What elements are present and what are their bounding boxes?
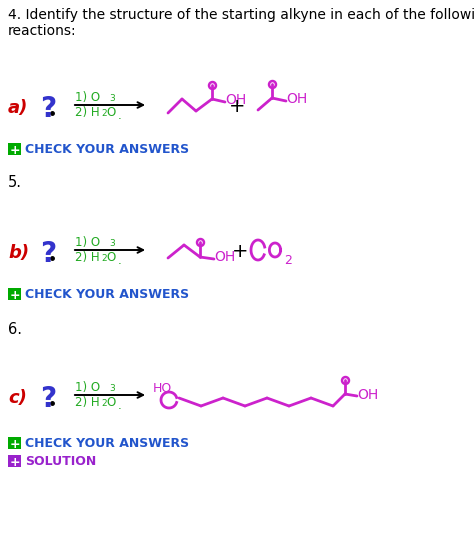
Text: 2) H: 2) H <box>75 396 100 409</box>
Text: 1) O: 1) O <box>75 236 100 249</box>
Text: ?: ? <box>40 385 56 413</box>
Text: a): a) <box>8 99 28 117</box>
Text: OH: OH <box>214 250 235 264</box>
Text: b): b) <box>8 244 29 262</box>
Text: O: O <box>106 396 115 409</box>
Text: 4. Identify the structure of the starting alkyne in each of the following ozonol: 4. Identify the structure of the startin… <box>8 8 474 22</box>
Text: CHECK YOUR ANSWERS: CHECK YOUR ANSWERS <box>25 143 189 156</box>
Text: +: + <box>232 242 248 261</box>
Text: ?: ? <box>40 95 56 123</box>
Text: 5.: 5. <box>8 175 22 190</box>
Text: 3: 3 <box>109 384 115 393</box>
Text: CHECK YOUR ANSWERS: CHECK YOUR ANSWERS <box>25 437 189 450</box>
FancyBboxPatch shape <box>8 288 21 300</box>
Text: 2: 2 <box>101 109 107 118</box>
Text: O: O <box>106 251 115 264</box>
Text: +: + <box>229 97 245 116</box>
Text: 2) H: 2) H <box>75 106 100 119</box>
Text: .: . <box>118 399 122 412</box>
Text: CHECK YOUR ANSWERS: CHECK YOUR ANSWERS <box>25 288 189 301</box>
Text: 3: 3 <box>109 94 115 103</box>
Text: ?: ? <box>40 240 56 268</box>
Text: +: + <box>9 456 20 469</box>
Text: reactions:: reactions: <box>8 24 77 38</box>
Text: 3: 3 <box>109 239 115 248</box>
FancyBboxPatch shape <box>8 455 21 467</box>
Text: 1) O: 1) O <box>75 91 100 104</box>
FancyBboxPatch shape <box>8 143 21 155</box>
Text: 2: 2 <box>101 399 107 408</box>
Text: HO: HO <box>153 382 172 395</box>
Text: .: . <box>118 109 122 122</box>
Text: c): c) <box>8 389 27 407</box>
Text: OH: OH <box>357 388 378 402</box>
Text: .: . <box>118 254 122 267</box>
Text: OH: OH <box>286 92 307 106</box>
Text: 2) H: 2) H <box>75 251 100 264</box>
Text: 1) O: 1) O <box>75 381 100 394</box>
Text: 2: 2 <box>101 254 107 263</box>
Text: +: + <box>9 144 20 157</box>
Text: +: + <box>9 289 20 302</box>
FancyBboxPatch shape <box>8 437 21 449</box>
Text: O: O <box>106 106 115 119</box>
Text: OH: OH <box>225 93 246 107</box>
Text: 2: 2 <box>284 254 292 267</box>
Text: 6.: 6. <box>8 322 22 337</box>
Text: +: + <box>9 438 20 451</box>
Text: SOLUTION: SOLUTION <box>25 455 96 468</box>
